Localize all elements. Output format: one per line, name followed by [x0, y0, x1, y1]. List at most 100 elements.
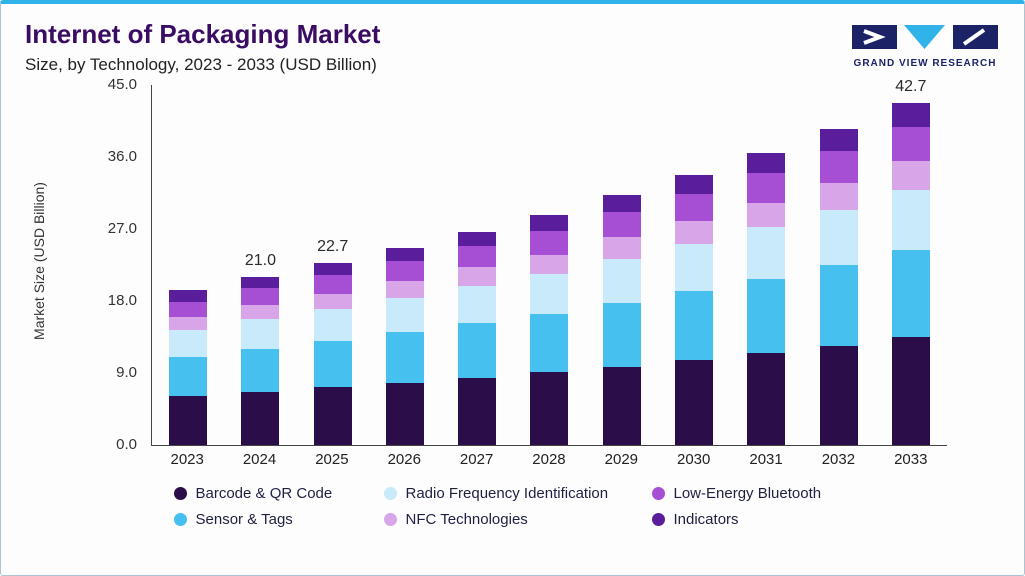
- bar-stack: [819, 128, 858, 445]
- bar-segment: [819, 150, 858, 183]
- bar-column: [730, 85, 802, 445]
- bar-column: [802, 85, 874, 445]
- logo-text: GRAND VIEW RESEARCH: [853, 58, 997, 69]
- bar-segment: [674, 220, 713, 245]
- bar-segment: [169, 289, 208, 302]
- grand-view-research-logo: GRAND VIEW RESEARCH: [852, 20, 998, 69]
- bar-segment: [530, 273, 569, 314]
- bar-segment: [385, 297, 424, 333]
- bar-segment: [530, 313, 569, 373]
- legend-label: Low-Energy Bluetooth: [673, 484, 822, 502]
- bar-segment: [241, 348, 280, 393]
- legend-item: Sensor & Tags: [173, 511, 384, 528]
- legend-label: Barcode & QR Code: [195, 484, 333, 502]
- bar-segment: [385, 332, 424, 383]
- bar-segment: [169, 301, 208, 317]
- x-tick-label: 2023: [170, 450, 204, 468]
- bar-segment: [747, 202, 786, 228]
- x-axis-labels: 2023 2024 2025 2026 2027 2028 2029 2030 2031 2032…: [151, 451, 947, 468]
- bar-segment: [530, 231, 569, 255]
- bar-segment: [313, 340, 352, 388]
- bar-segment: [385, 248, 424, 261]
- legend-marker-icon: [173, 486, 187, 500]
- bar-column: 42.7: [875, 78, 947, 445]
- legend-marker-icon: [383, 486, 397, 500]
- bar-segment: [313, 387, 352, 445]
- bar-segment: [819, 182, 858, 210]
- bar-segment: [891, 126, 930, 161]
- x-tick-label: 2028: [532, 450, 566, 468]
- bar-segment: [458, 232, 497, 246]
- legend-label: Indicators: [673, 510, 739, 528]
- bar-segment: [602, 366, 641, 445]
- bar-segment: [674, 244, 713, 292]
- bar-segment: [674, 291, 713, 361]
- bar-segment: [458, 245, 497, 268]
- bar-stack: [747, 152, 786, 445]
- legend-marker-icon: [173, 512, 187, 526]
- bar-segment: [458, 377, 497, 445]
- stacked-bar-chart: Market Size (USD Billion) 45.0 36.0 27.0 18…: [1, 75, 1024, 473]
- y-tick-label: 36.0: [107, 147, 137, 165]
- x-tick-label: 2029: [604, 450, 639, 468]
- bar-stack: [313, 263, 352, 445]
- legend-label: NFC Technologies: [405, 510, 528, 528]
- bar-value-label: 21.0: [244, 251, 276, 269]
- bar-segment: [169, 356, 208, 397]
- bar-segment: [819, 209, 858, 265]
- bar-segment: [241, 288, 280, 305]
- x-tick-label: 2033: [894, 450, 928, 468]
- bar-segment: [747, 152, 786, 173]
- bar-segment: [891, 336, 930, 445]
- x-tick-label: 2025: [315, 450, 349, 468]
- bar-segment: [602, 212, 641, 237]
- bar-segment: [169, 396, 208, 445]
- bar-segment: [891, 189, 930, 250]
- header: Internet of Packaging Market Size, by Te…: [1, 4, 1024, 75]
- bar-segment: [458, 285, 497, 324]
- legend-item: Indicators: [651, 510, 852, 528]
- bar-stack: [602, 195, 641, 445]
- x-tick-label: 2030: [677, 450, 711, 468]
- bar-segment: [602, 302, 641, 367]
- page-title: Internet of Packaging Market: [25, 19, 381, 49]
- bar-segment: [385, 280, 424, 298]
- legend-label: Radio Frequency Identification: [405, 484, 609, 502]
- bar-segment: [385, 382, 424, 445]
- x-tick-label: 2032: [821, 450, 856, 468]
- legend-item: Radio Frequency Identification: [383, 484, 652, 502]
- bar-segment: [891, 103, 930, 127]
- bar-segment: [819, 264, 858, 346]
- bar-segment: [674, 360, 713, 445]
- y-tick-label: 9.0: [116, 363, 137, 381]
- bar-column: [586, 85, 658, 445]
- bar-segment: [747, 172, 786, 203]
- x-tick-label: 2024: [242, 450, 277, 468]
- bar-stack: [241, 276, 280, 445]
- legend-item: NFC Technologies: [383, 510, 652, 528]
- bar-stack: [385, 248, 424, 445]
- bar-segment: [313, 263, 352, 276]
- legend-marker-icon: [383, 512, 397, 526]
- legend-marker-icon: [651, 512, 665, 526]
- bar-column: [658, 85, 730, 445]
- page-subtitle: Size, by Technology, 2023 - 2033 (USD Bi…: [25, 54, 377, 74]
- header-titles: Internet of Packaging Market Size, by Te…: [25, 19, 381, 75]
- bar-segment: [602, 258, 641, 303]
- bar-column: [369, 85, 441, 445]
- bar-segment: [530, 254, 569, 274]
- bar-segment: [891, 160, 930, 190]
- bar-column: [441, 85, 513, 445]
- bar-column: [513, 85, 585, 445]
- bar-segment: [891, 249, 930, 337]
- plot-area: 21.0 22.7 42.7: [151, 78, 947, 446]
- y-axis-ticks: 45.0 36.0 27.0 18.0 9.0 0.0: [1, 76, 137, 453]
- bar-segment: [674, 175, 713, 194]
- bar-segment: [530, 214, 569, 232]
- bar-segment: [241, 392, 280, 445]
- y-tick-label: 0.0: [116, 435, 137, 453]
- legend-item: Barcode & QR Code: [173, 484, 384, 502]
- bar-segment: [385, 260, 424, 281]
- bar-stack: [458, 232, 497, 445]
- bar-value-label: 22.7: [317, 238, 349, 256]
